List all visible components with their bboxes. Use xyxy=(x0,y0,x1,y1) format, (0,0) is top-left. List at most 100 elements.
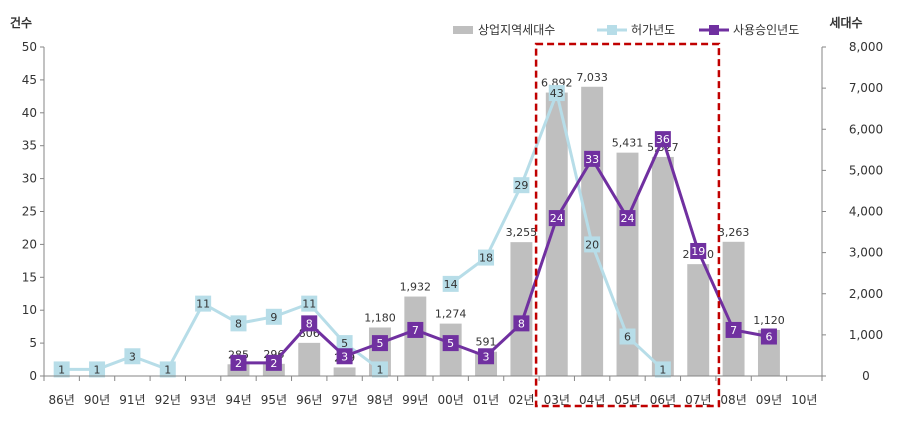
left-tick-label: 5 xyxy=(29,336,37,350)
point-marker-permit xyxy=(654,361,671,378)
point-marker-permit xyxy=(513,177,530,194)
right-tick-label: 6,000 xyxy=(849,122,883,136)
x-tick-label: 00년 xyxy=(438,393,464,407)
bar-value-label: 1,932 xyxy=(400,281,432,294)
point-label-permit: 1 xyxy=(376,363,383,376)
point-marker-approval xyxy=(336,348,353,365)
right-tick-label: 1,000 xyxy=(849,328,883,342)
point-marker-approval xyxy=(619,210,636,227)
left-tick-label: 25 xyxy=(22,205,37,219)
point-label-permit: 8 xyxy=(235,317,242,330)
x-tick-label: 06년 xyxy=(650,393,676,407)
x-tick-label: 04년 xyxy=(579,393,605,407)
point-label-approval: 6 xyxy=(765,331,772,344)
point-label-permit: 1 xyxy=(164,363,171,376)
point-label-permit: 5 xyxy=(341,337,348,350)
bar-value-label: 3,255 xyxy=(506,226,538,239)
legend-label-permit: 허가년도 xyxy=(631,23,675,37)
point-label-approval: 2 xyxy=(235,357,242,370)
point-marker-permit xyxy=(53,361,70,378)
point-marker-permit xyxy=(336,335,353,352)
right-tick-label: 4,000 xyxy=(849,205,883,219)
point-label-permit: 1 xyxy=(659,363,666,376)
bar xyxy=(722,241,745,376)
x-tick-label: 09년 xyxy=(756,393,782,407)
left-tick-label: 20 xyxy=(22,237,37,251)
point-marker-permit xyxy=(301,295,318,312)
bar-value-label: 1,120 xyxy=(753,314,785,327)
point-label-approval: 8 xyxy=(306,317,313,330)
point-marker-approval xyxy=(513,315,530,332)
point-marker-approval xyxy=(230,354,247,371)
point-label-permit: 11 xyxy=(196,298,210,311)
point-label-permit: 1 xyxy=(94,363,101,376)
left-tick-label: 15 xyxy=(22,270,37,284)
left-tick-label: 0 xyxy=(29,369,37,383)
point-label-permit: 20 xyxy=(585,238,599,251)
point-marker-permit xyxy=(371,361,388,378)
point-label-permit: 1 xyxy=(58,363,65,376)
x-tick-label: 03년 xyxy=(544,393,570,407)
point-marker-approval xyxy=(760,328,777,345)
point-label-approval: 7 xyxy=(730,324,737,337)
legend-label-approval: 사용승인년도 xyxy=(733,23,799,37)
legend-marker-approval xyxy=(709,25,719,35)
x-tick-label: 10년 xyxy=(791,393,817,407)
bar-value-label: 3,263 xyxy=(718,226,750,239)
left-axis-title: 건수 xyxy=(10,15,32,30)
x-tick-label: 07년 xyxy=(685,393,711,407)
left-tick-label: 50 xyxy=(22,40,37,54)
bar xyxy=(545,92,568,376)
point-marker-approval xyxy=(654,131,671,148)
point-marker-approval xyxy=(584,150,601,167)
left-tick-label: 35 xyxy=(22,139,37,153)
legend-swatch-bars xyxy=(453,26,473,34)
x-tick-label: 01년 xyxy=(473,393,499,407)
point-marker-approval xyxy=(301,315,318,332)
point-label-approval: 24 xyxy=(621,212,635,225)
bar xyxy=(687,264,710,376)
point-label-approval: 7 xyxy=(412,324,419,337)
right-tick-label: 3,000 xyxy=(849,246,883,260)
bar xyxy=(510,242,533,376)
x-tick-label: 08년 xyxy=(720,393,746,407)
point-label-permit: 29 xyxy=(514,179,528,192)
x-tick-label: 93년 xyxy=(190,393,216,407)
point-label-approval: 19 xyxy=(691,245,705,258)
left-tick-label: 30 xyxy=(22,172,37,186)
x-tick-label: 05년 xyxy=(614,393,640,407)
point-label-permit: 11 xyxy=(302,298,316,311)
point-label-permit: 18 xyxy=(479,252,493,265)
x-tick-label: 86년 xyxy=(49,393,75,407)
highlight-rect xyxy=(534,42,721,408)
point-label-permit: 43 xyxy=(550,87,564,100)
point-marker-approval xyxy=(265,354,282,371)
point-marker-approval xyxy=(407,321,424,338)
series-line-approval xyxy=(238,137,770,365)
point-marker-permit xyxy=(584,236,601,253)
point-label-approval: 36 xyxy=(656,133,670,146)
x-tick-label: 99년 xyxy=(402,393,428,407)
point-marker-permit xyxy=(548,85,565,102)
bar-value-label: 1,180 xyxy=(364,311,396,324)
point-marker-approval xyxy=(548,210,565,227)
x-tick-label: 92년 xyxy=(155,393,181,407)
point-marker-approval xyxy=(442,335,459,352)
point-label-approval: 8 xyxy=(518,317,525,330)
point-marker-permit xyxy=(89,361,106,378)
x-tick-label: 95년 xyxy=(261,393,287,407)
point-marker-permit xyxy=(124,348,141,365)
bar xyxy=(298,342,321,376)
series-line-permit xyxy=(61,302,381,371)
right-tick-label: 2,000 xyxy=(849,287,883,301)
bar-value-label: 1,274 xyxy=(435,308,467,321)
point-label-permit: 3 xyxy=(129,350,136,363)
highlight-box xyxy=(534,42,721,408)
axes: 0510152025303540455001,0002,0003,0004,00… xyxy=(22,40,883,407)
right-tick-label: 7,000 xyxy=(849,81,883,95)
point-marker-approval xyxy=(478,348,495,365)
left-tick-label: 10 xyxy=(22,303,37,317)
x-tick-label: 94년 xyxy=(225,393,251,407)
